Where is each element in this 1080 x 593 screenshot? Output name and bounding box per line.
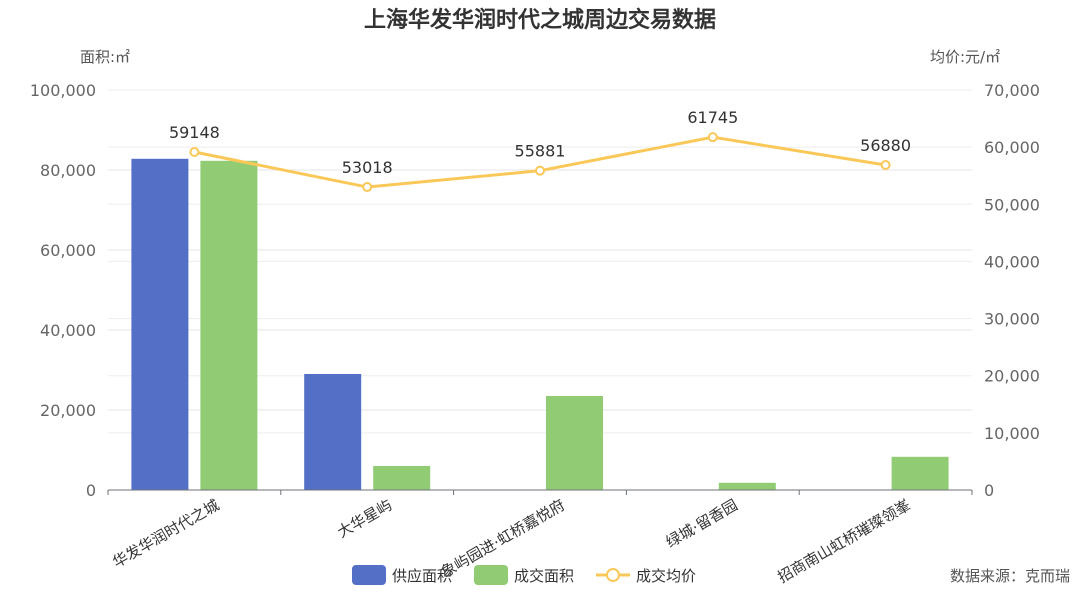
right-tick-label: 20,000 bbox=[984, 367, 1040, 386]
bar-deal-area bbox=[546, 396, 603, 490]
bar-deal-area bbox=[891, 456, 949, 490]
category-label: 大华星屿 bbox=[334, 496, 395, 542]
price-point bbox=[535, 165, 545, 176]
left-axis-ticks: 0 20,000 40,000 60,000 80,000 100,000 bbox=[30, 81, 96, 500]
bars bbox=[131, 158, 949, 491]
bar-deal-area bbox=[718, 482, 776, 490]
category-label: 华发华润时代之城 bbox=[109, 496, 222, 572]
price-point bbox=[362, 182, 373, 193]
right-tick-label: 30,000 bbox=[984, 310, 1040, 329]
right-tick-label: 50,000 bbox=[984, 195, 1040, 214]
left-tick-label: 20,000 bbox=[40, 401, 96, 420]
legend-swatch[interactable] bbox=[352, 565, 386, 585]
bar-deal-area bbox=[373, 466, 431, 490]
right-tick-label: 40,000 bbox=[984, 252, 1040, 271]
right-axis-ticks: 0 10,000 20,000 30,000 40,000 50,000 60,000 70,… bbox=[984, 81, 1040, 500]
left-axis-name: 面积:㎡ bbox=[80, 48, 130, 66]
left-tick-label: 0 bbox=[86, 481, 96, 500]
right-tick-label: 60,000 bbox=[984, 138, 1040, 157]
bar-supply-area bbox=[304, 374, 362, 490]
left-tick-label: 80,000 bbox=[40, 161, 96, 180]
right-tick-label: 10,000 bbox=[984, 424, 1040, 443]
price-data-label: 53018 bbox=[342, 158, 393, 177]
legend-point-swatch[interactable] bbox=[606, 568, 620, 582]
legend-label[interactable]: 成交均价 bbox=[636, 567, 696, 585]
bar-deal-area bbox=[200, 160, 258, 491]
price-data-label: 61745 bbox=[687, 108, 738, 127]
left-tick-label: 60,000 bbox=[40, 241, 96, 260]
legend: 供应面积 成交面积 成交均价 bbox=[352, 565, 696, 585]
category-label: 招商南山虹桥璀璨领峯 bbox=[775, 496, 914, 587]
price-data-label: 56880 bbox=[860, 136, 911, 155]
chart-title: 上海华发华润时代之城周边交易数据 bbox=[364, 7, 716, 33]
legend-label[interactable]: 供应面积 bbox=[392, 567, 452, 585]
bar-supply-area bbox=[131, 158, 189, 491]
legend-label[interactable]: 成交面积 bbox=[514, 567, 574, 585]
source-note: 数据来源：克而瑞 bbox=[950, 567, 1070, 585]
right-tick-label: 0 bbox=[984, 481, 994, 500]
left-tick-label: 100,000 bbox=[30, 81, 96, 100]
price-point bbox=[707, 132, 718, 143]
price-data-label: 55881 bbox=[515, 142, 566, 161]
price-data-label: 59148 bbox=[169, 123, 220, 142]
price-point bbox=[189, 147, 200, 158]
price-point bbox=[880, 159, 891, 170]
right-axis-name: 均价:元/㎡ bbox=[930, 48, 1000, 66]
left-tick-label: 40,000 bbox=[40, 321, 96, 340]
category-label: 绿城·留香园 bbox=[663, 496, 741, 551]
right-tick-label: 70,000 bbox=[984, 81, 1040, 100]
legend-swatch[interactable] bbox=[474, 565, 508, 585]
price-line: 59148 53018 55881 61745 56880 bbox=[169, 108, 911, 193]
